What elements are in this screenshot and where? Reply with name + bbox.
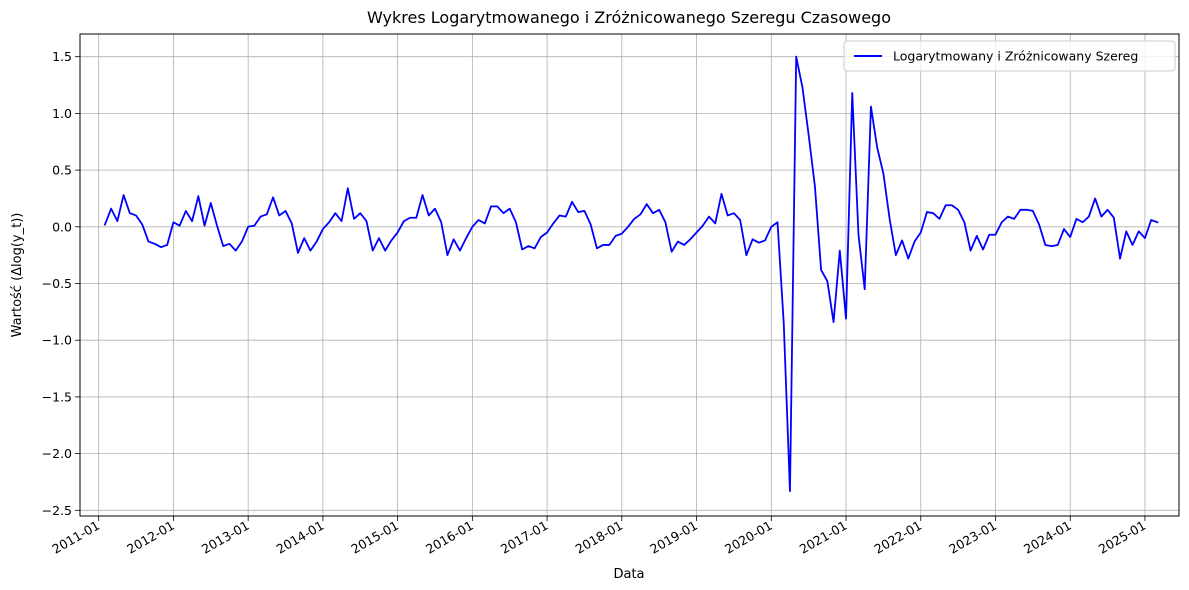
y-tick-label: 0.0 [52, 219, 72, 234]
y-tick-label: 1.0 [52, 106, 72, 121]
series-line-0 [103, 55, 1159, 492]
chart-title: Wykres Logarytmowanego i Zróżnicowanego … [367, 8, 891, 27]
plot-frame [79, 33, 1180, 517]
series-layer [103, 55, 1159, 492]
y-axis-label: Wartość (Δlog(y_t)) [10, 213, 25, 338]
grid [80, 34, 1179, 516]
legend: Logarytmowany i Zróżnicowany Szereg [843, 40, 1176, 72]
y-tick-label: −1.0 [42, 333, 72, 348]
x-axis-label: Data [613, 567, 644, 582]
y-tick-label: 1.5 [52, 49, 72, 64]
y-tick-label: −2.5 [42, 503, 72, 518]
y-tick-label: −2.0 [42, 446, 72, 461]
legend-box [843, 40, 1176, 72]
y-tick-label: 0.5 [52, 163, 72, 178]
y-tick-label: −1.5 [42, 389, 72, 404]
y-tick-label: −0.5 [42, 276, 72, 291]
legend-label: Logarytmowany i Zróżnicowany Szereg [893, 49, 1138, 64]
y-axis: 1.5 1.0 0.5 0.0 −0.5 −1.0 −1.5 −2.0 −2.5 [42, 49, 80, 518]
